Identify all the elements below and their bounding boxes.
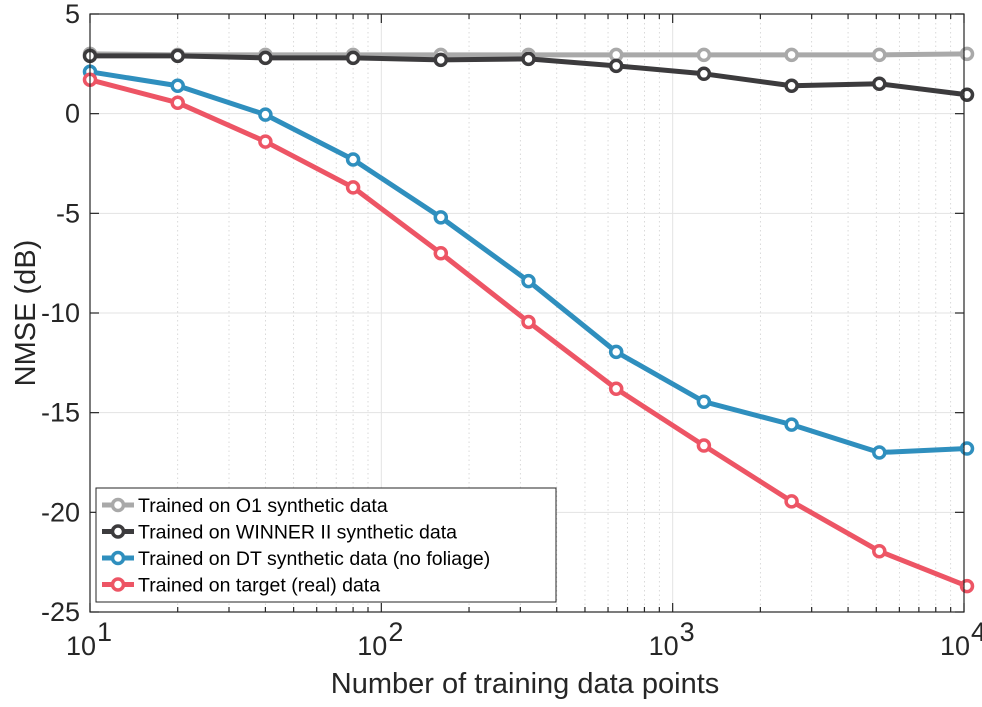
data-point	[521, 273, 536, 289]
y-tick-label: -25	[41, 597, 80, 627]
legend-swatch-marker	[110, 497, 126, 513]
data-point	[170, 95, 185, 110]
x-tick-base: 10	[940, 631, 970, 661]
data-point	[784, 47, 799, 63]
data-point	[872, 445, 887, 460]
data-point	[696, 66, 712, 82]
legend-swatch-marker	[110, 524, 126, 539]
data-point	[170, 78, 185, 94]
x-tick-label: 10 2	[357, 617, 403, 661]
series-1	[82, 48, 975, 102]
data-point	[433, 245, 449, 261]
x-tick-base: 10	[357, 631, 387, 661]
x-tick-label: 10 3	[649, 617, 695, 661]
data-point	[872, 47, 887, 63]
data-point	[696, 394, 712, 409]
data-point	[345, 50, 361, 66]
data-point	[872, 543, 887, 559]
x-tick-base: 10	[649, 631, 679, 661]
data-point	[258, 107, 273, 122]
data-point	[959, 87, 975, 102]
data-point	[608, 58, 624, 74]
data-point	[959, 441, 975, 456]
series-3	[82, 72, 975, 594]
y-tick-label: -10	[41, 298, 80, 328]
y-tick-label: -20	[41, 497, 80, 527]
data-point	[959, 46, 975, 62]
x-tick-exponent: 4	[971, 617, 982, 647]
y-tick-label: 0	[65, 99, 80, 129]
x-tick-exponent: 2	[388, 617, 403, 647]
series-2	[82, 64, 975, 460]
data-point	[608, 381, 624, 396]
data-point	[696, 438, 712, 453]
data-point	[345, 180, 361, 195]
data-point	[608, 344, 624, 360]
x-tick-base: 10	[66, 631, 96, 661]
legend-box	[95, 487, 557, 603]
legend-swatch-marker	[110, 577, 126, 592]
data-point	[521, 314, 536, 330]
legend-entry: Trained on O1 synthetic data	[102, 495, 388, 517]
data-point	[433, 52, 449, 68]
data-point	[170, 48, 185, 64]
y-axis-label: NMSE (dB)	[10, 240, 42, 387]
data-point	[433, 210, 449, 225]
data-point	[784, 494, 799, 509]
y-tick-label: -5	[56, 198, 80, 228]
legend-label: Trained on WINNER II synthetic data	[138, 522, 457, 544]
legend-entry: Trained on target (real) data	[102, 575, 380, 597]
x-tick-label: 10 1	[66, 617, 112, 661]
axes	[89, 13, 965, 613]
y-tick-label: -15	[41, 398, 80, 428]
legend-label: Trained on target (real) data	[138, 575, 380, 597]
x-tick-label: 10 4	[940, 617, 982, 661]
legend-label: Trained on O1 synthetic data	[138, 495, 388, 517]
data-point	[696, 47, 712, 63]
x-tick-exponent: 3	[680, 617, 695, 647]
data-point	[784, 78, 799, 94]
legend-label: Trained on DT synthetic data (no foliage…	[138, 548, 490, 570]
data-point	[784, 417, 799, 432]
data-point	[872, 76, 887, 92]
x-tick-exponent: 1	[97, 617, 112, 647]
series-line	[89, 69, 968, 456]
legend-swatch-marker	[110, 550, 126, 566]
y-tick-label: 5	[65, 0, 80, 29]
data-point	[521, 51, 536, 67]
x-axis-label: Number of training data points	[331, 668, 720, 700]
legend: Trained on O1 synthetic data Trained on W…	[95, 487, 557, 603]
data-point	[258, 50, 273, 66]
data-point	[959, 578, 975, 594]
legend-entry: Trained on WINNER II synthetic data	[102, 522, 457, 544]
data-point	[345, 152, 361, 167]
data-point	[258, 134, 273, 149]
legend-entry: Trained on DT synthetic data (no foliage…	[102, 548, 490, 570]
